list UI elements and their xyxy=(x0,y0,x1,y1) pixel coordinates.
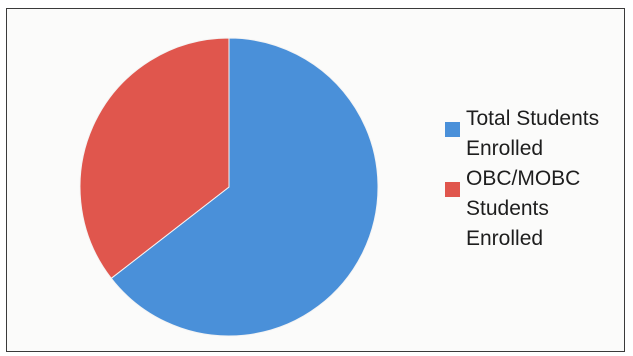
legend-swatch-obc xyxy=(445,182,460,197)
pie-slices xyxy=(79,37,379,337)
legend-label-obc: OBC/MOBC Students Enrolled xyxy=(466,167,581,250)
pie-slice-obc xyxy=(79,37,230,280)
legend-swatch-total xyxy=(445,122,460,137)
legend-label-total: Total Students Enrolled xyxy=(466,107,600,160)
pie-slice-total xyxy=(110,37,379,337)
legend-item-obc: OBC/MOBC Students Enrolled xyxy=(442,164,627,254)
chart-legend: Total Students Enrolled OBC/MOBC Student… xyxy=(442,104,627,254)
legend-item-total: Total Students Enrolled xyxy=(442,104,627,164)
